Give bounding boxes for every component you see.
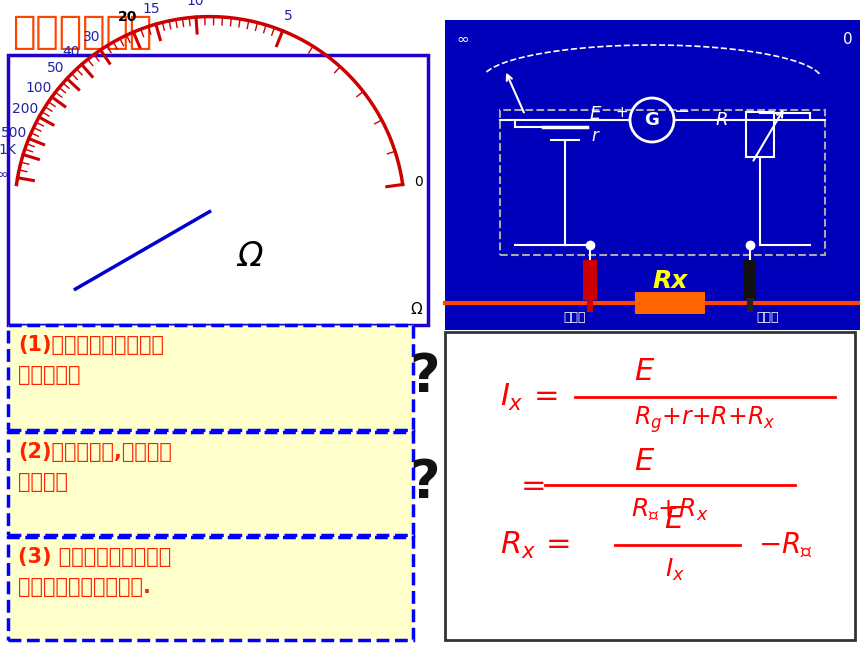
Text: G: G bbox=[644, 111, 660, 129]
Text: $I_x$: $I_x$ bbox=[665, 557, 685, 583]
Bar bbox=[746, 112, 774, 157]
Text: R: R bbox=[716, 111, 728, 129]
Text: Ω: Ω bbox=[410, 303, 422, 317]
Bar bbox=[8, 55, 428, 325]
Text: $E$: $E$ bbox=[635, 448, 655, 477]
Text: $=$: $=$ bbox=[515, 470, 545, 499]
Text: 30: 30 bbox=[83, 30, 101, 44]
Text: 1K: 1K bbox=[0, 143, 16, 157]
Text: E: E bbox=[589, 105, 600, 123]
Text: $R_x\,=$: $R_x\,=$ bbox=[500, 530, 570, 561]
Text: $E$: $E$ bbox=[665, 506, 685, 535]
Text: 红表笔: 红表笔 bbox=[564, 311, 587, 324]
Text: （三）刻度：: （三）刻度： bbox=[12, 13, 152, 51]
Bar bbox=[8, 325, 413, 430]
Bar bbox=[445, 332, 855, 640]
Text: 40: 40 bbox=[63, 45, 80, 59]
Bar bbox=[8, 432, 413, 535]
Text: (2)刻度不均匀,左边密、
右边稀。: (2)刻度不均匀,左边密、 右边稀。 bbox=[18, 442, 172, 491]
Text: $I_x\,=$: $I_x\,=$ bbox=[500, 381, 558, 413]
Text: $R_g$+r+R+$R_x$: $R_g$+r+R+$R_x$ bbox=[635, 404, 776, 435]
Text: r: r bbox=[592, 127, 599, 145]
Text: (3) 刻度顺序与电流表、
电压表的刻度顺序相反.: (3) 刻度顺序与电流表、 电压表的刻度顺序相反. bbox=[18, 547, 171, 597]
Bar bbox=[445, 20, 860, 330]
Text: 50: 50 bbox=[46, 61, 64, 75]
Text: 黑表笔: 黑表笔 bbox=[757, 311, 779, 324]
Text: $R_{内}$+$R_x$: $R_{内}$+$R_x$ bbox=[631, 497, 709, 522]
Bar bbox=[583, 260, 597, 300]
Bar bbox=[8, 537, 413, 640]
Text: 200: 200 bbox=[12, 103, 38, 116]
Text: 20: 20 bbox=[118, 10, 137, 25]
Bar bbox=[587, 298, 593, 312]
Text: ∞: ∞ bbox=[0, 168, 8, 182]
Text: 0: 0 bbox=[843, 32, 853, 47]
Text: ?: ? bbox=[409, 351, 440, 403]
Text: 500: 500 bbox=[1, 126, 27, 139]
Bar bbox=[500, 110, 825, 255]
Text: Rx: Rx bbox=[653, 269, 688, 293]
Bar bbox=[744, 260, 756, 300]
Text: $-R_{内}$: $-R_{内}$ bbox=[758, 530, 813, 560]
Text: −: − bbox=[674, 102, 691, 121]
Text: 10: 10 bbox=[186, 0, 204, 8]
Text: 0: 0 bbox=[415, 175, 423, 189]
Text: 15: 15 bbox=[143, 2, 160, 15]
Text: +: + bbox=[616, 105, 629, 120]
Text: Ω: Ω bbox=[237, 240, 262, 273]
Text: $E$: $E$ bbox=[635, 357, 655, 386]
Text: 5: 5 bbox=[285, 9, 293, 23]
Text: ?: ? bbox=[409, 457, 440, 509]
Bar bbox=[635, 292, 705, 314]
Text: ∞: ∞ bbox=[457, 32, 470, 47]
Text: (1)零刻度在右边，左边
为无限大。: (1)零刻度在右边，左边 为无限大。 bbox=[18, 335, 164, 384]
Bar bbox=[747, 298, 753, 312]
Text: 100: 100 bbox=[26, 81, 52, 95]
